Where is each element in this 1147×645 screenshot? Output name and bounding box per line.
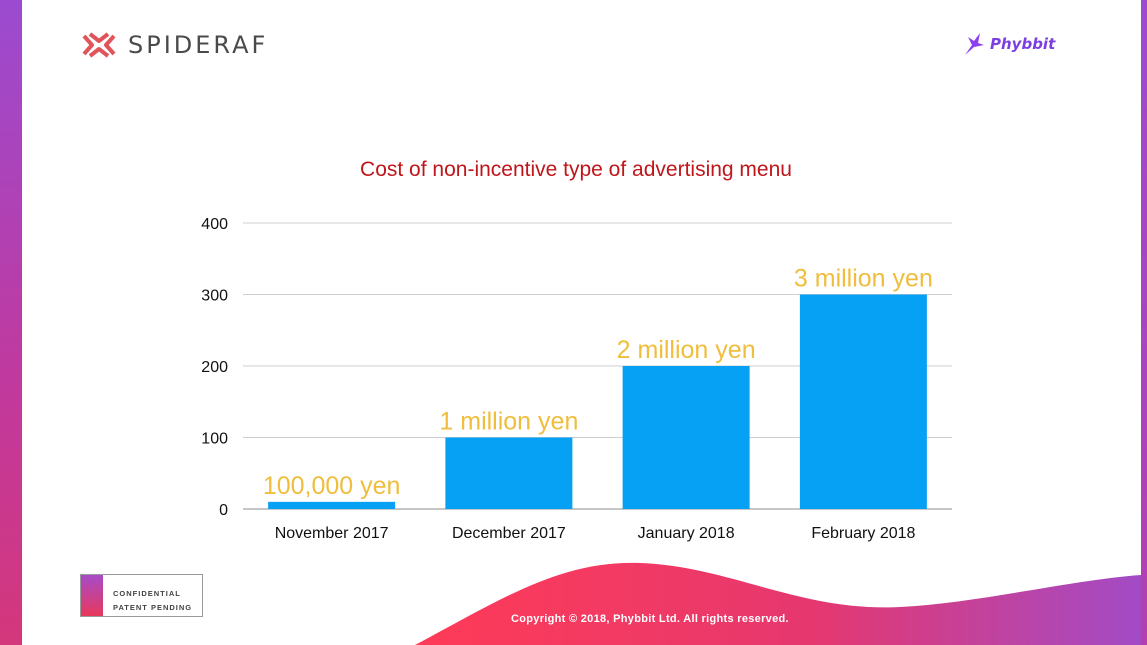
y-tick-label: 300 (201, 288, 228, 305)
chart-title: Cost of non-incentive type of advertisin… (360, 158, 792, 181)
left-accent-bar (0, 0, 22, 645)
y-tick-label: 100 (201, 431, 228, 448)
x-tick-label: January 2018 (638, 525, 735, 542)
bar (622, 366, 750, 509)
chart-y-ticks: 0 100 200 300 400 (201, 216, 228, 519)
copyright-text: Copyright © 2018, Phybbit Ltd. All right… (511, 613, 789, 625)
y-tick-label: 200 (201, 359, 228, 376)
chart-x-ticks: November 2017 December 2017 January 2018 Fe… (275, 525, 916, 542)
spideraf-mark-icon (82, 32, 116, 58)
confidential-stamp: CONFIDENTIAL PATENT PENDING (80, 574, 203, 617)
chart-data-labels: 100,000 yen 1 million yen 2 million yen 3 m… (263, 265, 933, 500)
spideraf-logo: SPIDERAF (80, 28, 268, 62)
data-label: 3 million yen (794, 265, 933, 293)
bar (799, 294, 927, 509)
bar (268, 501, 396, 509)
spideraf-wordmark: SPIDERAF (128, 31, 269, 59)
x-tick-label: February 2018 (811, 525, 915, 542)
phybbit-logo: Phybbit (962, 30, 1055, 58)
right-accent-bar (1141, 0, 1147, 645)
y-tick-label: 400 (201, 216, 228, 233)
chart-bars (268, 294, 927, 509)
phybbit-bird-icon (965, 33, 984, 55)
data-label: 2 million yen (617, 336, 756, 364)
bar (445, 437, 573, 509)
patent-pending-label: PATENT PENDING (113, 603, 193, 612)
confidential-stripe (81, 575, 103, 616)
phybbit-wordmark: Phybbit (990, 35, 1056, 53)
confidential-label: CONFIDENTIAL (113, 589, 181, 598)
x-tick-label: November 2017 (275, 525, 389, 542)
x-tick-label: December 2017 (452, 525, 566, 542)
data-label: 1 million yen (439, 408, 578, 436)
data-label: 100,000 yen (263, 472, 401, 500)
y-tick-label: 0 (219, 502, 228, 519)
